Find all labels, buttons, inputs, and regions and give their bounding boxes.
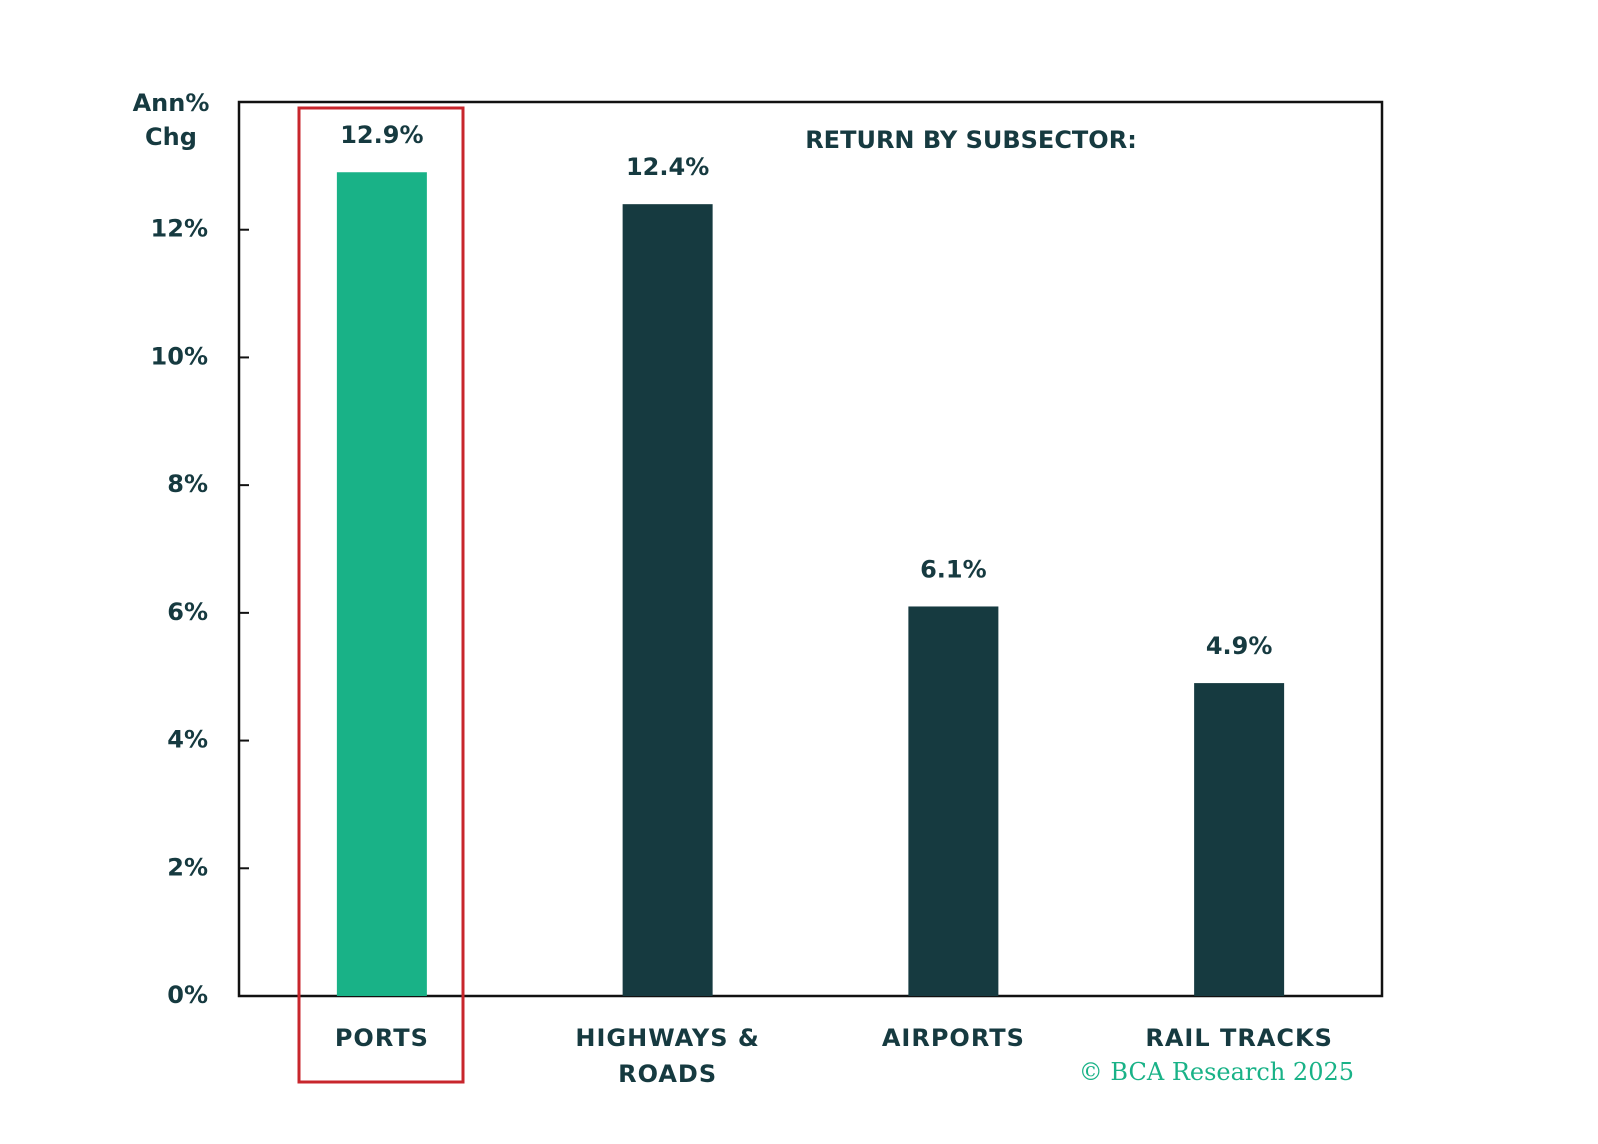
y-tick-label: 10%: [151, 342, 208, 370]
value-label: 12.9%: [340, 121, 423, 149]
y-axis-label: Chg: [145, 123, 197, 151]
y-tick-label: 2%: [167, 853, 208, 881]
bar: [1194, 683, 1285, 996]
x-tick-label: AIRPORTS: [881, 1024, 1025, 1052]
value-label: 4.9%: [1206, 632, 1273, 660]
bar: [622, 204, 713, 996]
x-tick-label: RAIL TRACKS: [1145, 1024, 1333, 1052]
value-label: 12.4%: [626, 153, 709, 181]
source: © BCA Research 2025: [1078, 1058, 1354, 1086]
y-tick-label: 0%: [167, 981, 208, 1009]
y-tick-label: 4%: [167, 726, 208, 754]
y-tick-label: 12%: [151, 215, 208, 243]
y-tick-label: 6%: [167, 598, 208, 626]
highlight-box: [297, 106, 465, 1084]
bar: [908, 606, 999, 996]
x-tick-label: PORTS: [334, 1024, 429, 1052]
x-tick-label: HIGHWAYS & ROADS: [575, 1024, 760, 1088]
value-label: 6.1%: [920, 555, 987, 583]
bar: [336, 172, 427, 996]
annotation: RETURN BY SUBSECTOR:: [805, 126, 1137, 154]
y-axis-label: Ann%: [133, 89, 210, 117]
y-tick-label: 8%: [167, 470, 208, 498]
plot-frame: [237, 100, 1384, 998]
